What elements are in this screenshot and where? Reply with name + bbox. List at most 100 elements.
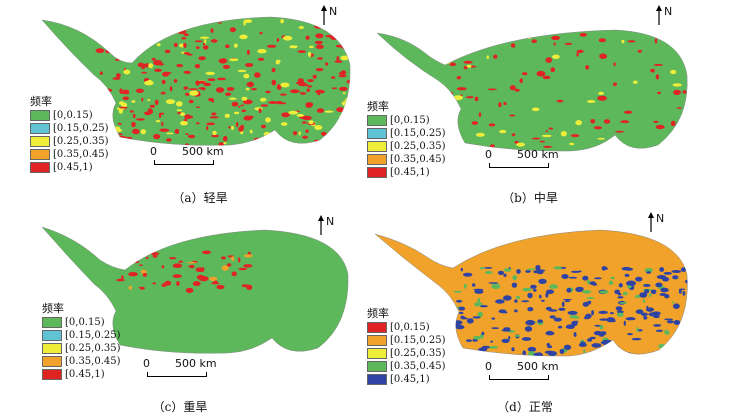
map-patch bbox=[162, 71, 170, 77]
map-patch bbox=[687, 278, 688, 283]
map-patch bbox=[597, 137, 605, 140]
map-patch bbox=[343, 17, 350, 23]
map-patch bbox=[593, 126, 602, 130]
map-patch bbox=[176, 109, 182, 112]
plateau-map-d bbox=[374, 229, 688, 357]
map-patch bbox=[682, 90, 687, 94]
map-patch bbox=[238, 257, 241, 263]
map-patch bbox=[157, 21, 167, 25]
legend-d: 频率 [0,0.15) [0.15,0.25) [0.25,0.35) [0.35,0… bbox=[367, 307, 446, 386]
map-patch bbox=[464, 40, 470, 43]
map-patch bbox=[316, 108, 324, 113]
map-patch bbox=[118, 106, 128, 109]
legend-swatch bbox=[42, 369, 62, 380]
map-patch bbox=[231, 271, 237, 277]
map-patch bbox=[189, 90, 199, 96]
map-patch bbox=[613, 62, 616, 67]
map-patch bbox=[154, 68, 162, 72]
map-patch bbox=[281, 122, 288, 126]
legend-swatch bbox=[30, 110, 50, 121]
map-patch bbox=[216, 77, 227, 81]
map-patch bbox=[576, 52, 579, 57]
map-patch bbox=[260, 104, 269, 107]
map-patch bbox=[218, 142, 224, 146]
map-patch bbox=[636, 327, 639, 333]
legend-row: [0,0.15) bbox=[30, 109, 109, 122]
map-patch bbox=[511, 347, 515, 352]
map-patch bbox=[101, 20, 105, 24]
map-patch bbox=[150, 31, 158, 35]
map-patch bbox=[325, 62, 329, 66]
map-patch bbox=[673, 89, 681, 95]
map-patch bbox=[637, 49, 642, 53]
map-patch bbox=[484, 267, 493, 269]
map-patch bbox=[466, 318, 474, 324]
scale-zero: 0 bbox=[485, 360, 492, 373]
map-patch bbox=[565, 324, 575, 329]
map-patch bbox=[627, 40, 636, 43]
map-patch bbox=[584, 21, 589, 26]
map-patch bbox=[158, 113, 162, 118]
map-patch bbox=[514, 299, 518, 303]
map-patch bbox=[644, 289, 649, 294]
map-patch bbox=[546, 343, 551, 346]
map-patch bbox=[453, 30, 457, 32]
map-patch bbox=[206, 125, 209, 131]
map-patch bbox=[241, 284, 249, 288]
map-patch bbox=[315, 33, 324, 39]
map-patch bbox=[139, 264, 143, 266]
map-patch bbox=[678, 288, 682, 294]
map-patch bbox=[469, 351, 478, 354]
map-patch bbox=[659, 267, 665, 272]
map-patch bbox=[610, 276, 615, 280]
map-patch bbox=[314, 125, 323, 130]
map-patch bbox=[676, 24, 683, 28]
map-patch bbox=[243, 19, 253, 23]
map-patch bbox=[165, 99, 176, 105]
legend-row: [0.45,1) bbox=[30, 161, 109, 174]
map-patch bbox=[670, 120, 676, 127]
map-patch bbox=[135, 88, 144, 94]
map-patch bbox=[222, 135, 228, 142]
map-patch bbox=[456, 87, 467, 91]
map-patch bbox=[449, 103, 454, 106]
map-patch bbox=[664, 294, 670, 299]
map-patch bbox=[176, 64, 184, 68]
map-patch bbox=[166, 132, 174, 135]
map-patch bbox=[498, 102, 502, 108]
map-patch bbox=[615, 306, 623, 311]
map-patch bbox=[151, 57, 156, 61]
map-patch bbox=[646, 305, 649, 310]
map-patch bbox=[570, 134, 580, 138]
map-patch bbox=[332, 29, 342, 32]
map-patch bbox=[463, 60, 473, 64]
map-patch bbox=[216, 284, 225, 290]
map-patch bbox=[648, 293, 652, 297]
north-arrow-icon bbox=[656, 5, 662, 25]
map-patch bbox=[563, 298, 572, 301]
map-patch bbox=[521, 72, 528, 76]
legend-row: [0.35,0.45) bbox=[42, 355, 121, 368]
map-patch bbox=[210, 28, 214, 33]
north-label: N bbox=[656, 212, 665, 225]
map-patch bbox=[516, 269, 521, 274]
map-patch bbox=[488, 346, 499, 349]
map-patch bbox=[474, 96, 479, 102]
map-patch bbox=[624, 273, 630, 277]
map-patch bbox=[195, 46, 200, 49]
map-patch bbox=[102, 17, 107, 24]
map-patch bbox=[248, 142, 251, 145]
map-patch bbox=[257, 49, 267, 54]
map-patch bbox=[233, 43, 238, 48]
map-patch bbox=[166, 138, 172, 142]
map-patch bbox=[450, 30, 459, 31]
map-patch bbox=[536, 269, 546, 272]
map-patch bbox=[280, 82, 290, 88]
map-patch bbox=[307, 79, 314, 83]
map-patch bbox=[620, 120, 630, 124]
map-patch bbox=[234, 111, 240, 115]
map-patch bbox=[209, 116, 219, 119]
north-arrow-icon bbox=[648, 212, 654, 232]
map-patch bbox=[101, 42, 111, 47]
legend-swatch bbox=[42, 317, 62, 328]
